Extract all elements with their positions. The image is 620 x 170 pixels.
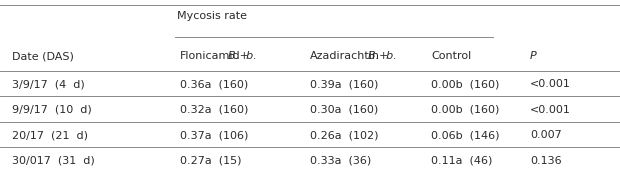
Text: Flonicamid+: Flonicamid+ — [180, 51, 250, 61]
Text: 0.26a  (102): 0.26a (102) — [310, 130, 378, 140]
Text: 0.00b  (160): 0.00b (160) — [431, 105, 499, 115]
Text: Mycosis rate: Mycosis rate — [177, 11, 247, 21]
Text: 0.27a  (15): 0.27a (15) — [180, 156, 241, 166]
Text: P: P — [530, 51, 537, 61]
Text: 0.30a  (160): 0.30a (160) — [310, 105, 378, 115]
Text: 3/9/17  (4  d): 3/9/17 (4 d) — [12, 79, 85, 89]
Text: 0.136: 0.136 — [530, 156, 562, 166]
Text: Control: Control — [431, 51, 471, 61]
Text: 0.11a  (46): 0.11a (46) — [431, 156, 492, 166]
Text: 0.33a  (36): 0.33a (36) — [310, 156, 371, 166]
Text: 0.00b  (160): 0.00b (160) — [431, 79, 499, 89]
Text: <0.001: <0.001 — [530, 79, 571, 89]
Text: 0.37a  (106): 0.37a (106) — [180, 130, 248, 140]
Text: 9/9/17  (10  d): 9/9/17 (10 d) — [12, 105, 92, 115]
Text: B.  b.: B. b. — [368, 51, 396, 61]
Text: <0.001: <0.001 — [530, 105, 571, 115]
Text: 0.007: 0.007 — [530, 130, 562, 140]
Text: 20/17  (21  d): 20/17 (21 d) — [12, 130, 89, 140]
Text: 0.36a  (160): 0.36a (160) — [180, 79, 248, 89]
Text: 30/017  (31  d): 30/017 (31 d) — [12, 156, 95, 166]
Text: B.  b.: B. b. — [228, 51, 257, 61]
Text: 0.32a  (160): 0.32a (160) — [180, 105, 248, 115]
Text: Azadirachtin+: Azadirachtin+ — [310, 51, 389, 61]
Text: 0.39a  (160): 0.39a (160) — [310, 79, 378, 89]
Text: 0.06b  (146): 0.06b (146) — [431, 130, 499, 140]
Text: Date (DAS): Date (DAS) — [12, 51, 74, 61]
